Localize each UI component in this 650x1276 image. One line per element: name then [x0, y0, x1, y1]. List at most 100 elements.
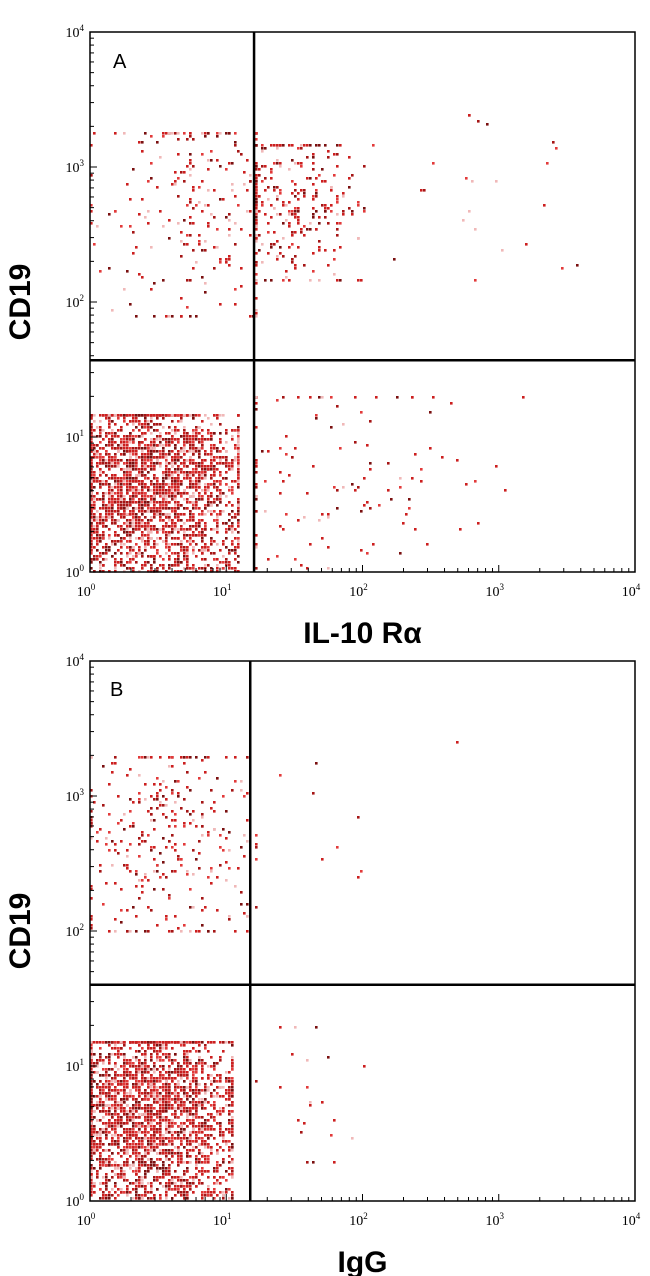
scatter-point	[129, 1095, 132, 1098]
scatter-point	[192, 447, 195, 450]
scatter-point	[96, 456, 99, 459]
scatter-point	[120, 483, 123, 486]
scatter-point	[150, 444, 153, 447]
scatter-point	[429, 411, 432, 414]
scatter-point	[255, 234, 258, 237]
scatter-point	[324, 210, 327, 213]
scatter-point	[126, 1086, 129, 1089]
scatter-point	[177, 195, 180, 198]
scatter-point	[90, 567, 93, 570]
scatter-point	[120, 546, 123, 549]
scatter-point	[132, 546, 135, 549]
scatter-point	[192, 1176, 195, 1179]
scatter-point	[321, 513, 324, 516]
scatter-point	[96, 1170, 99, 1173]
scatter-point	[138, 1050, 141, 1053]
scatter-point	[324, 249, 327, 252]
scatter-point	[189, 462, 192, 465]
scatter-point	[150, 498, 153, 501]
scatter-point	[138, 1176, 141, 1179]
scatter-point	[138, 1122, 141, 1125]
scatter-point	[183, 447, 186, 450]
scatter-point	[156, 1053, 159, 1056]
scatter-point	[123, 543, 126, 546]
scatter-point	[102, 447, 105, 450]
scatter-point	[102, 414, 105, 417]
scatter-point	[90, 498, 93, 501]
scatter-point	[135, 489, 138, 492]
scatter-point	[147, 495, 150, 498]
scatter-point	[168, 531, 171, 534]
scatter-point	[90, 561, 93, 564]
scatter-point	[177, 1065, 180, 1068]
scatter-point	[282, 528, 285, 531]
scatter-point	[132, 528, 135, 531]
scatter-point	[180, 483, 183, 486]
scatter-point	[195, 414, 198, 417]
scatter-point	[369, 420, 372, 423]
scatter-point	[147, 543, 150, 546]
scatter-point	[174, 1116, 177, 1119]
scatter-point	[168, 1182, 171, 1185]
scatter-point	[141, 564, 144, 567]
scatter-point	[291, 144, 294, 147]
scatter-point	[129, 465, 132, 468]
scatter-point	[189, 198, 192, 201]
scatter-point	[123, 507, 126, 510]
scatter-point	[150, 1161, 153, 1164]
scatter-point	[360, 510, 363, 513]
scatter-point	[234, 447, 237, 450]
scatter-point	[333, 249, 336, 252]
scatter-point	[159, 501, 162, 504]
scatter-point	[222, 1149, 225, 1152]
scatter-point	[192, 495, 195, 498]
scatter-point	[114, 1044, 117, 1047]
scatter-point	[210, 438, 213, 441]
scatter-point	[162, 132, 165, 135]
scatter-point	[129, 1092, 132, 1095]
scatter-point	[108, 495, 111, 498]
scatter-point	[114, 1164, 117, 1167]
scatter-point	[231, 438, 234, 441]
scatter-point	[126, 561, 129, 564]
scatter-point	[204, 291, 207, 294]
scatter-point	[186, 450, 189, 453]
scatter-point	[99, 1089, 102, 1092]
scatter-point	[150, 1053, 153, 1056]
scatter-point	[210, 423, 213, 426]
scatter-point	[231, 183, 234, 186]
scatter-point	[237, 546, 240, 549]
scatter-point	[99, 453, 102, 456]
scatter-point	[150, 1116, 153, 1119]
scatter-point	[132, 519, 135, 522]
scatter-point	[138, 1170, 141, 1173]
scatter-point	[99, 564, 102, 567]
scatter-point	[396, 396, 399, 399]
scatter-point	[186, 1167, 189, 1170]
scatter-point	[234, 558, 237, 561]
scatter-point	[207, 1113, 210, 1116]
scatter-point	[120, 1119, 123, 1122]
scatter-point	[336, 489, 339, 492]
scatter-point	[300, 564, 303, 567]
scatter-point	[225, 504, 228, 507]
scatter-point	[156, 480, 159, 483]
scatter-point	[228, 468, 231, 471]
scatter-point	[135, 543, 138, 546]
scatter-point	[150, 1185, 153, 1188]
scatter-point	[141, 519, 144, 522]
scatter-point	[219, 549, 222, 552]
scatter-point	[99, 1158, 102, 1161]
scatter-point	[180, 447, 183, 450]
scatter-point	[123, 1107, 126, 1110]
scatter-point	[162, 417, 165, 420]
scatter-point	[159, 444, 162, 447]
scatter-point	[168, 132, 171, 135]
scatter-point	[99, 552, 102, 555]
scatter-point	[162, 414, 165, 417]
scatter-point	[156, 186, 159, 189]
scatter-point	[117, 429, 120, 432]
scatter-point	[153, 450, 156, 453]
scatter-point	[309, 144, 312, 147]
scatter-point	[171, 489, 174, 492]
